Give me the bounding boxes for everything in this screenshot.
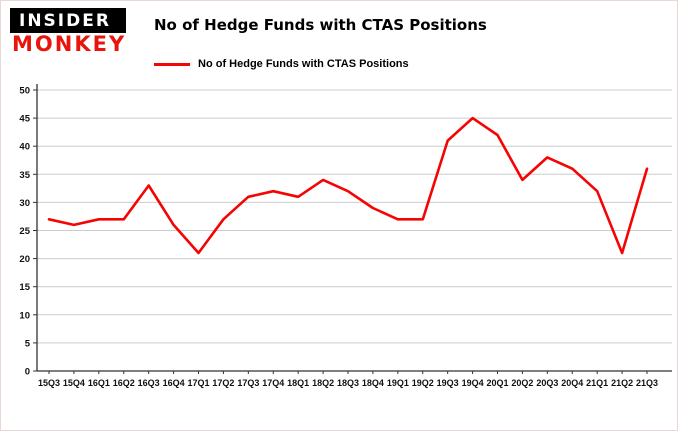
- y-axis-label: 35: [19, 170, 30, 181]
- y-axis-label: 45: [19, 114, 30, 125]
- legend: No of Hedge Funds with CTAS Positions: [154, 58, 409, 70]
- x-axis-label: 18Q3: [337, 378, 359, 388]
- x-axis-label: 16Q4: [163, 378, 185, 388]
- legend-line-swatch: [154, 62, 190, 66]
- y-axis-label: 20: [19, 254, 30, 265]
- chart-title: No of Hedge Funds with CTAS Positions: [154, 16, 487, 34]
- x-axis-label: 20Q1: [486, 378, 508, 388]
- x-axis-label: 15Q3: [38, 378, 60, 388]
- x-axis-label: 21Q2: [611, 378, 633, 388]
- x-axis-label: 17Q1: [187, 378, 209, 388]
- y-axis-label: 30: [19, 198, 30, 209]
- x-axis-label: 19Q2: [412, 378, 434, 388]
- logo-insider-text: INSIDER: [10, 8, 127, 33]
- x-axis-label: 19Q4: [462, 378, 484, 388]
- y-axis-label: 0: [25, 367, 30, 378]
- y-axis-label: 10: [19, 310, 30, 321]
- x-axis-label: 18Q1: [287, 378, 309, 388]
- x-axis-label: 20Q3: [536, 378, 558, 388]
- x-axis-label: 16Q1: [88, 378, 110, 388]
- y-axis-label: 5: [25, 338, 31, 349]
- x-axis-label: 20Q4: [561, 378, 583, 388]
- x-axis-label: 17Q2: [212, 378, 234, 388]
- x-axis-label: 19Q3: [437, 378, 459, 388]
- x-axis-label: 17Q3: [237, 378, 259, 388]
- x-axis-label: 19Q1: [387, 378, 409, 388]
- series-line: [47, 116, 649, 255]
- x-axis-label: 16Q3: [138, 378, 160, 388]
- y-axis-label: 50: [19, 86, 30, 97]
- x-axis-label: 15Q4: [63, 378, 85, 388]
- x-axis-label: 20Q2: [511, 378, 533, 388]
- insider-monkey-logo: INSIDER MONKEY: [10, 8, 127, 56]
- y-axis-label: 40: [19, 142, 30, 153]
- x-axis-label: 18Q2: [312, 378, 334, 388]
- x-axis-label: 21Q3: [636, 378, 658, 388]
- x-axis-label: 18Q4: [362, 378, 384, 388]
- y-axis-label: 15: [19, 282, 30, 293]
- legend-label: No of Hedge Funds with CTAS Positions: [198, 58, 409, 70]
- x-axis-label: 16Q2: [113, 378, 135, 388]
- y-axis-label: 25: [19, 226, 30, 237]
- x-axis-label: 21Q1: [586, 378, 608, 388]
- logo-monkey-text: MONKEY: [12, 32, 127, 56]
- x-axis-label: 17Q4: [262, 378, 284, 388]
